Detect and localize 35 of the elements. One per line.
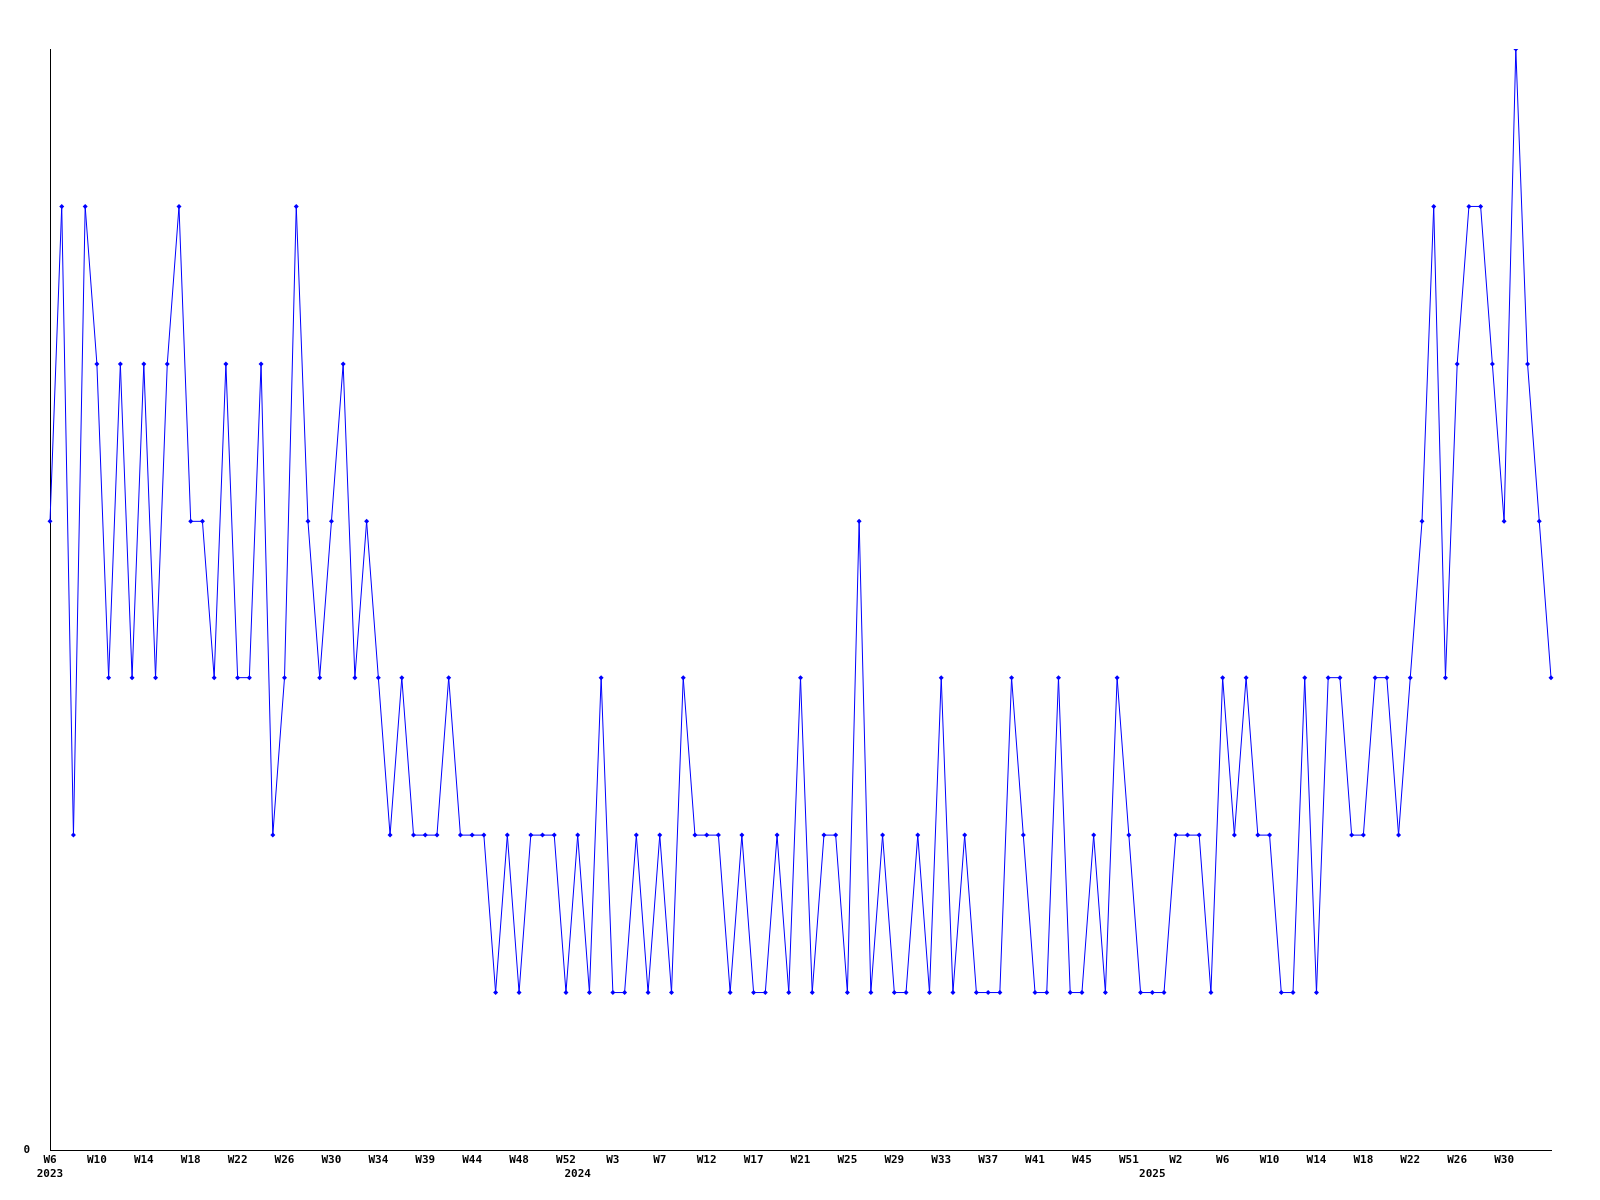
x-tick-label: W39 bbox=[415, 1153, 436, 1167]
x-tick-label: W2 bbox=[1169, 1153, 1183, 1167]
x-tick-label: W41 bbox=[1025, 1153, 1046, 1167]
x-tick-label: W34 bbox=[368, 1153, 389, 1167]
x-tick-label: W3 bbox=[606, 1153, 620, 1167]
x-tick-label: W6 2023 bbox=[36, 1153, 64, 1180]
x-tick-label: W12 bbox=[696, 1153, 717, 1167]
x-tick-label: W48 bbox=[509, 1153, 529, 1167]
x-tick-label: W25 bbox=[837, 1153, 858, 1167]
x-tick-label: W26 bbox=[274, 1153, 295, 1167]
x-tick-label: W14 bbox=[133, 1153, 155, 1167]
x-tick-label: W45 bbox=[1072, 1153, 1092, 1167]
x-tick-label: W22 bbox=[227, 1153, 248, 1167]
x-tick-label: 2025 bbox=[1139, 1166, 1166, 1180]
x-tick-label: W10 bbox=[86, 1153, 107, 1167]
x-tick-label: W44 bbox=[462, 1153, 483, 1167]
x-tick-label: W33 bbox=[931, 1153, 952, 1167]
x-tick-label: W52 bbox=[556, 1153, 576, 1167]
x-tick-label: W37 bbox=[978, 1153, 999, 1167]
x-tick-label: W29 bbox=[884, 1153, 905, 1167]
x-tick-label: W30 bbox=[1494, 1153, 1515, 1167]
x-tick-label: W51 bbox=[1118, 1153, 1140, 1167]
x-tick-label: W26 bbox=[1447, 1153, 1468, 1167]
x-tick-label: W7 bbox=[653, 1153, 667, 1167]
x-tick-label: 2024 bbox=[564, 1166, 592, 1180]
x-tick-label: W17 bbox=[743, 1153, 764, 1167]
x-tick-label: W21 bbox=[790, 1153, 811, 1167]
x-tick-label: W18 bbox=[180, 1153, 201, 1167]
x-tick-label: W30 bbox=[321, 1153, 342, 1167]
x-tick-label: W10 bbox=[1259, 1153, 1280, 1167]
x-tick-label: W6 bbox=[1216, 1153, 1230, 1167]
text: 0 bbox=[23, 1142, 30, 1156]
x-tick-label: W18 bbox=[1353, 1153, 1374, 1167]
x-tick-label: W22 bbox=[1400, 1153, 1421, 1167]
x-tick-label: W14 bbox=[1306, 1153, 1327, 1167]
